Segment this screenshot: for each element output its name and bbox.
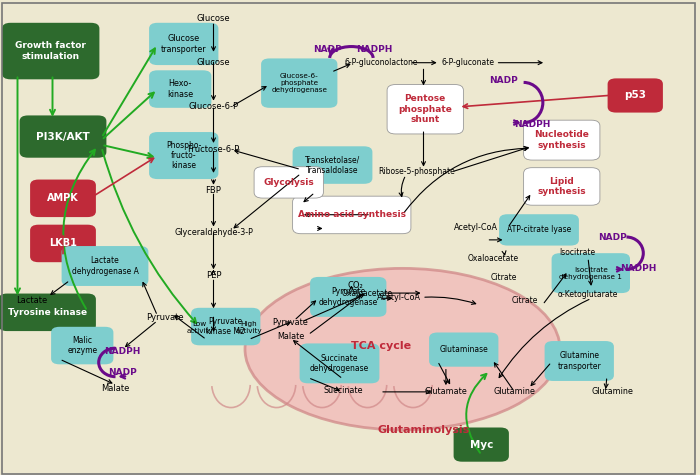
Text: Succinate
dehydrogenase: Succinate dehydrogenase <box>310 354 369 373</box>
Text: Tyrosine kinase: Tyrosine kinase <box>8 308 87 317</box>
FancyBboxPatch shape <box>524 120 600 160</box>
Text: Low
activity: Low activity <box>186 321 213 334</box>
Text: Transketolase/
Transaldolase: Transketolase/ Transaldolase <box>305 155 360 175</box>
Ellipse shape <box>245 268 560 430</box>
FancyBboxPatch shape <box>608 78 663 113</box>
FancyBboxPatch shape <box>545 341 614 381</box>
Text: Succinate: Succinate <box>323 386 363 395</box>
Text: α-Ketoglutarate: α-Ketoglutarate <box>558 290 618 299</box>
Text: Pentose
phosphate
shunt: Pentose phosphate shunt <box>398 95 452 124</box>
Text: Glutamate: Glutamate <box>424 388 468 396</box>
Text: LKB1: LKB1 <box>49 238 77 248</box>
Text: Lipid
synthesis: Lipid synthesis <box>538 177 586 196</box>
Text: PEP: PEP <box>206 271 221 280</box>
Text: NADP: NADP <box>598 233 627 242</box>
FancyBboxPatch shape <box>149 132 218 179</box>
Text: Pyruvate
dehydrogenase: Pyruvate dehydrogenase <box>318 287 378 306</box>
FancyBboxPatch shape <box>62 246 148 286</box>
Text: Phospho-
fructo-
kinase: Phospho- fructo- kinase <box>166 141 202 171</box>
FancyBboxPatch shape <box>310 277 386 317</box>
Text: Myc: Myc <box>470 439 493 450</box>
Text: NADPH: NADPH <box>514 120 550 129</box>
Text: Glutaminase: Glutaminase <box>440 345 488 354</box>
Text: Glucose: Glucose <box>197 58 230 67</box>
Text: Glucose: Glucose <box>197 14 230 22</box>
Text: NADP: NADP <box>313 46 342 54</box>
Text: NADPH: NADPH <box>356 46 393 54</box>
Text: Malate: Malate <box>277 332 304 341</box>
Text: Glutamine: Glutamine <box>592 388 634 396</box>
Text: Fructose-6-P: Fructose-6-P <box>188 145 239 154</box>
Text: Glucose-6-
phosphate
dehydrogenase: Glucose-6- phosphate dehydrogenase <box>272 73 328 93</box>
FancyBboxPatch shape <box>261 58 337 108</box>
Text: NADP: NADP <box>108 369 137 377</box>
Text: Glycolysis: Glycolysis <box>263 178 314 187</box>
FancyBboxPatch shape <box>429 332 498 367</box>
Text: Growth factor
stimulation: Growth factor stimulation <box>15 41 86 61</box>
FancyBboxPatch shape <box>499 214 579 246</box>
Text: NADPH: NADPH <box>620 264 657 273</box>
Text: Pyruvate
kinase M2: Pyruvate kinase M2 <box>206 317 245 336</box>
FancyBboxPatch shape <box>20 115 106 158</box>
Text: Lactate
dehydrogenase A: Lactate dehydrogenase A <box>71 256 139 275</box>
Text: Glucose
transporter: Glucose transporter <box>161 34 206 54</box>
FancyBboxPatch shape <box>552 253 630 293</box>
Text: Glucose-6-P: Glucose-6-P <box>188 103 239 111</box>
Text: p53: p53 <box>624 90 646 101</box>
Text: Pyruvate: Pyruvate <box>272 318 309 326</box>
Text: Glutaminolysis: Glutaminolysis <box>377 425 470 435</box>
Text: Acetyl-CoA: Acetyl-CoA <box>377 294 421 302</box>
FancyBboxPatch shape <box>254 167 323 198</box>
Text: Acetyl-CoA: Acetyl-CoA <box>454 224 498 232</box>
Text: Nucleotide
synthesis: Nucleotide synthesis <box>534 131 589 150</box>
FancyBboxPatch shape <box>149 23 218 65</box>
Text: Oxaloacetate: Oxaloacetate <box>342 289 393 297</box>
FancyBboxPatch shape <box>300 343 379 383</box>
Text: CO₂: CO₂ <box>348 282 363 290</box>
Text: Isocitrate
dehydrogenase 1: Isocitrate dehydrogenase 1 <box>559 266 622 280</box>
Text: Lactate: Lactate <box>16 296 47 304</box>
Text: TCA cycle: TCA cycle <box>351 341 412 351</box>
Text: Glutamine
transporter: Glutamine transporter <box>557 352 601 370</box>
Text: Malic
enzyme: Malic enzyme <box>67 336 97 355</box>
Text: NADPH: NADPH <box>104 347 141 356</box>
FancyBboxPatch shape <box>30 180 96 217</box>
Text: NADP: NADP <box>489 76 519 85</box>
Text: Glutamine: Glutamine <box>494 388 536 396</box>
Text: Oxaloacetate: Oxaloacetate <box>468 255 519 263</box>
Text: Isocitrate: Isocitrate <box>559 248 596 257</box>
FancyBboxPatch shape <box>454 428 509 462</box>
Text: 6-P-gluconate: 6-P-gluconate <box>441 58 494 67</box>
Text: Glyceraldehyde-3-P: Glyceraldehyde-3-P <box>174 228 253 237</box>
Text: FBP: FBP <box>206 187 221 195</box>
Text: Hexo-
kinase: Hexo- kinase <box>167 79 193 99</box>
Text: AMPK: AMPK <box>47 193 79 203</box>
FancyBboxPatch shape <box>191 308 260 345</box>
Text: Citrate: Citrate <box>491 274 517 282</box>
FancyBboxPatch shape <box>387 85 463 134</box>
FancyBboxPatch shape <box>293 146 372 184</box>
Text: Amino acid synthesis: Amino acid synthesis <box>298 210 406 219</box>
Text: Pyruvate: Pyruvate <box>146 313 183 322</box>
Text: 6-P-gluconolactone: 6-P-gluconolactone <box>344 58 419 67</box>
Text: Ribose-5-phosphate: Ribose-5-phosphate <box>378 168 455 176</box>
FancyBboxPatch shape <box>149 70 211 108</box>
FancyBboxPatch shape <box>293 196 411 234</box>
FancyBboxPatch shape <box>30 225 96 262</box>
Text: Citrate: Citrate <box>512 296 538 304</box>
FancyBboxPatch shape <box>2 23 99 79</box>
Text: ATP-citrate lyase: ATP-citrate lyase <box>507 226 571 234</box>
Text: High
activity: High activity <box>235 321 262 334</box>
FancyBboxPatch shape <box>524 168 600 205</box>
FancyBboxPatch shape <box>0 294 96 331</box>
FancyBboxPatch shape <box>51 327 113 364</box>
Text: PI3K/AKT: PI3K/AKT <box>36 132 90 142</box>
Text: Malate: Malate <box>102 384 130 392</box>
